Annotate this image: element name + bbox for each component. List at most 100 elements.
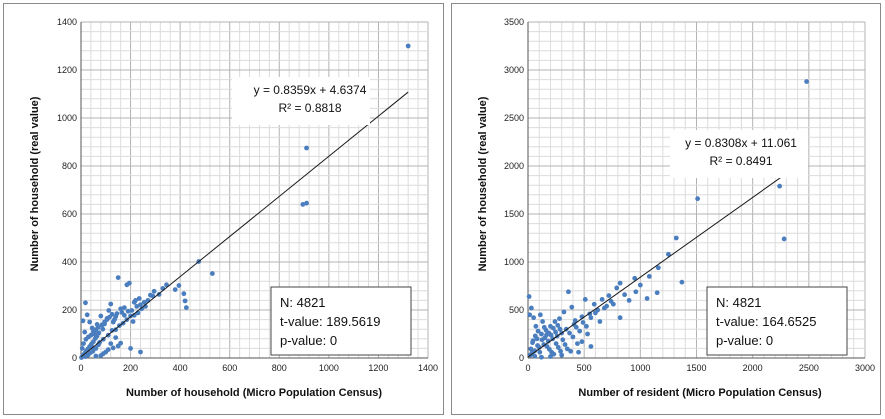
scatter-chart-household: 0 200 400 600 800 1000 1200 1400 0 200 400 600 800 10… bbox=[29, 17, 438, 399]
x-tick-label: 2500 bbox=[799, 363, 819, 373]
data-point bbox=[557, 326, 563, 332]
data-point bbox=[535, 328, 541, 334]
data-point bbox=[550, 325, 556, 331]
data-point bbox=[572, 318, 578, 323]
r-squared-label: R² = 0.8491 bbox=[709, 154, 772, 168]
data-point bbox=[545, 338, 551, 344]
equation-box: y = 0.8359x + 4.6374 R² = 0.8818 bbox=[232, 77, 370, 125]
data-point bbox=[614, 285, 620, 291]
data-point bbox=[130, 319, 136, 324]
data-point bbox=[304, 145, 309, 151]
data-point bbox=[530, 338, 536, 344]
data-point bbox=[131, 312, 137, 318]
data-point bbox=[560, 337, 566, 343]
data-point bbox=[539, 331, 544, 337]
data-point bbox=[591, 301, 597, 307]
data-point bbox=[151, 288, 157, 294]
data-point bbox=[134, 304, 140, 309]
r-squared-label: R² = 0.8818 bbox=[278, 101, 341, 115]
data-point bbox=[128, 346, 133, 351]
data-point bbox=[568, 348, 574, 354]
data-point bbox=[646, 274, 652, 279]
chart-panel-household: 0 200 400 600 800 1000 1200 1400 0 200 400 600 800 10… bbox=[3, 3, 444, 415]
y-tick-label: 200 bbox=[62, 305, 77, 315]
stats-n: N: 4821 bbox=[280, 295, 326, 310]
data-point bbox=[637, 282, 643, 288]
data-point bbox=[552, 319, 558, 324]
data-point bbox=[82, 329, 88, 335]
scatter-chart-resident: 0 500 1000 1500 2000 2500 3000 0 500 1000 1500 2000… bbox=[477, 17, 875, 399]
data-point bbox=[533, 323, 539, 329]
data-point bbox=[93, 353, 99, 359]
data-point bbox=[548, 332, 554, 338]
data-point bbox=[584, 323, 589, 329]
data-point bbox=[541, 324, 547, 330]
equation-label: y = 0.8359x + 4.6374 bbox=[254, 83, 367, 97]
data-point bbox=[79, 355, 84, 360]
x-tick-label: 1000 bbox=[319, 363, 339, 373]
data-point bbox=[632, 275, 638, 281]
data-point bbox=[551, 351, 557, 357]
data-point bbox=[148, 292, 153, 298]
data-point bbox=[95, 324, 101, 330]
data-point bbox=[588, 344, 594, 349]
data-point bbox=[115, 275, 121, 280]
equation-label: y = 0.8308x + 11.061 bbox=[685, 136, 797, 150]
data-point bbox=[84, 312, 90, 318]
data-point bbox=[304, 200, 309, 206]
data-point bbox=[654, 290, 660, 296]
data-point bbox=[622, 292, 628, 298]
data-point bbox=[562, 342, 568, 347]
data-point bbox=[108, 341, 114, 346]
data-point bbox=[138, 302, 143, 308]
data-point bbox=[539, 337, 545, 343]
data-point bbox=[112, 317, 117, 322]
data-point bbox=[183, 305, 189, 310]
x-axis-label: Number of household (Micro Population Ce… bbox=[126, 387, 382, 399]
data-point bbox=[80, 318, 86, 324]
data-points bbox=[79, 43, 411, 360]
y-tick-label: 500 bbox=[509, 305, 524, 315]
data-point bbox=[129, 308, 135, 313]
data-point bbox=[577, 328, 583, 334]
data-point bbox=[532, 353, 538, 359]
data-point bbox=[124, 282, 130, 288]
data-point bbox=[164, 282, 169, 288]
x-tick-label: 200 bbox=[123, 363, 138, 373]
data-point bbox=[100, 326, 106, 332]
data-point bbox=[580, 320, 586, 325]
x-tick-label: 1400 bbox=[418, 363, 438, 373]
data-point bbox=[553, 341, 559, 346]
data-point bbox=[561, 309, 567, 315]
y-tick-label: 1500 bbox=[504, 209, 524, 219]
x-tick-label: 800 bbox=[272, 363, 287, 373]
x-tick-label: 1500 bbox=[686, 363, 706, 373]
data-point bbox=[108, 301, 114, 307]
data-point bbox=[564, 346, 570, 352]
data-point bbox=[79, 346, 85, 351]
tick-labels: 0 500 1000 1500 2000 2500 3000 0 500 1000 1500 2000… bbox=[504, 17, 875, 373]
data-point bbox=[548, 354, 553, 359]
data-point bbox=[575, 341, 580, 346]
data-point bbox=[537, 349, 543, 355]
data-point bbox=[626, 298, 632, 303]
x-tick-label: 0 bbox=[525, 363, 530, 373]
y-axis-label: Number of household (real value) bbox=[29, 96, 41, 271]
tick-labels: 0 200 400 600 800 1000 1200 1400 0 200 400 600 800 10… bbox=[57, 17, 438, 373]
data-point bbox=[666, 251, 671, 257]
data-point bbox=[83, 300, 88, 306]
data-point bbox=[102, 319, 107, 325]
stats-t-value: t-value: 189.5619 bbox=[280, 314, 380, 329]
data-point bbox=[555, 322, 561, 328]
data-point bbox=[405, 43, 411, 49]
data-point bbox=[569, 304, 575, 310]
data-point bbox=[576, 349, 581, 355]
data-point bbox=[527, 312, 533, 318]
y-tick-label: 2000 bbox=[504, 161, 524, 171]
data-point bbox=[110, 345, 116, 351]
data-point bbox=[617, 315, 623, 321]
data-point bbox=[804, 79, 809, 84]
stats-p-value: p-value: 0 bbox=[280, 333, 337, 348]
data-point bbox=[138, 349, 143, 355]
data-point bbox=[182, 298, 188, 304]
